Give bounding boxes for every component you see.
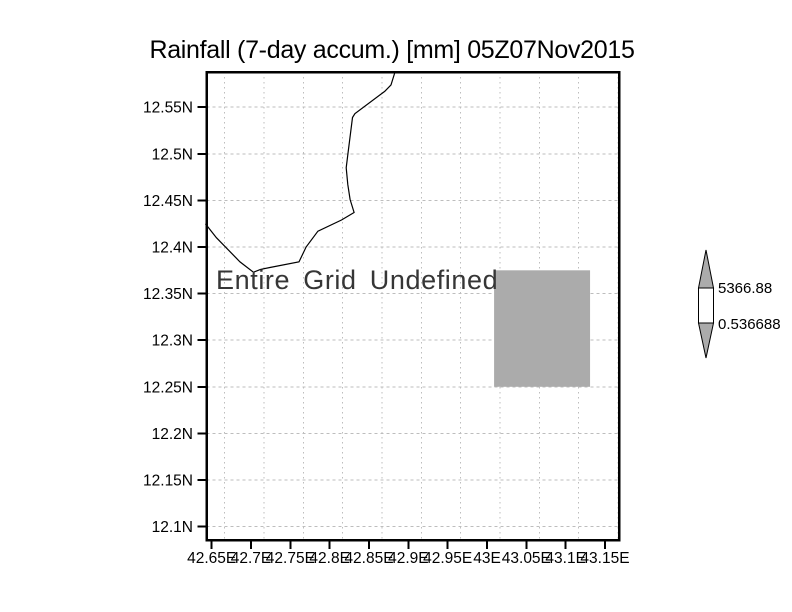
y-tick-label: 12.1N: [152, 519, 193, 536]
y-tick-label: 12.35N: [143, 286, 193, 303]
x-tick-label: 42.7E: [231, 550, 272, 567]
x-tick-label: 43.05E: [502, 550, 551, 567]
colorbar-arrow: [697, 249, 715, 359]
y-tick-label: 12.2N: [152, 426, 193, 443]
y-tick-label: 12.5N: [152, 146, 193, 163]
x-tick-label: 42.75E: [266, 550, 315, 567]
colorbar-middle-box: [698, 287, 714, 324]
colorbar-min-label: 0.536688: [718, 316, 781, 333]
colorbar-bottom-triangle: [697, 322, 715, 359]
y-tick-label: 12.3N: [152, 333, 193, 350]
x-tick-label: 42.65E: [187, 550, 236, 567]
x-tick-label: 43.1E: [545, 550, 586, 567]
y-tick-label: 12.4N: [152, 240, 193, 257]
y-axis-labels: 12.55N 12.5N 12.45N 12.4N 12.35N 12.3N 12.25N 1…: [143, 100, 193, 536]
y-tick-label: 12.45N: [143, 193, 193, 210]
x-tick-label: 42.95E: [423, 550, 472, 567]
colorbar-max-label: 5366.88: [718, 280, 773, 297]
x-tick-label: 43.15E: [580, 550, 629, 567]
undefined-region-shade: [494, 270, 591, 387]
plot-border: [205, 70, 621, 542]
y-tick-label: 12.15N: [143, 472, 193, 489]
x-tick-label: 42.8E: [309, 550, 350, 567]
x-tick-label: 43E: [473, 550, 501, 567]
coastline: [204, 71, 396, 273]
plot-title: Rainfall (7-day accum.) [mm] 05Z07Nov201…: [149, 36, 635, 64]
colorbar-top-triangle: [697, 249, 715, 289]
x-tick-label: 42.85E: [344, 550, 393, 567]
undefined-annotation: Entire Grid Undefined: [216, 265, 499, 295]
y-tick-label: 12.25N: [143, 379, 193, 396]
colorbar: 5366.88 0.536688: [692, 246, 792, 362]
x-tick-label: 42.9E: [388, 550, 429, 567]
y-tick-label: 12.55N: [143, 100, 193, 117]
axis-ticks: [197, 106, 606, 549]
